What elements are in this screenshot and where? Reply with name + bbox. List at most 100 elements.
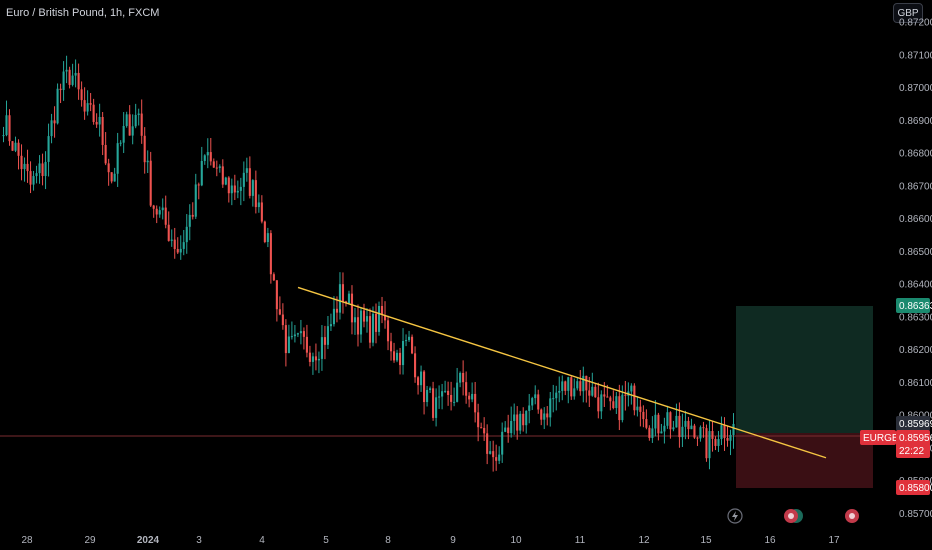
candle-body	[179, 248, 182, 253]
x-axis: 28 29 2024 3 4 5 8 9 10 11 12 15 16 17	[21, 535, 840, 546]
candle-body	[579, 381, 582, 392]
candle-body	[591, 386, 594, 396]
candle-body	[8, 115, 11, 142]
candle-body	[77, 72, 80, 90]
candle-body	[696, 437, 699, 439]
candle-body	[311, 356, 314, 362]
candle-body	[453, 401, 456, 403]
candle-body	[260, 202, 263, 222]
candle-body	[648, 427, 651, 439]
x-tick-label: 17	[828, 535, 840, 546]
candle-body	[720, 425, 723, 440]
y-tick-label: 0.86900	[899, 116, 932, 127]
candle-body	[230, 185, 233, 194]
candle-body	[615, 396, 618, 409]
candle-body	[504, 427, 507, 432]
lightning-icon[interactable]	[727, 508, 743, 524]
candle-body	[510, 420, 513, 434]
candle-body	[233, 185, 236, 193]
candle-body	[570, 377, 573, 397]
trendline[interactable]	[297, 286, 827, 459]
candle-body	[693, 425, 696, 438]
countdown-label: 22:22	[899, 446, 924, 457]
candle-body	[374, 313, 378, 332]
candle-body	[633, 385, 636, 411]
candle-body	[194, 184, 197, 217]
candle-body	[392, 351, 396, 361]
stop-loss-zone[interactable]	[736, 433, 873, 488]
candle-body	[561, 381, 564, 391]
candle-body	[630, 385, 633, 392]
symbol-label: EURGBP	[863, 433, 906, 444]
candle-body	[65, 69, 68, 72]
candle-body	[573, 388, 576, 397]
candle-body	[332, 308, 336, 325]
candle-body	[732, 423, 735, 435]
candle-body	[480, 427, 483, 429]
candle-body	[495, 457, 498, 461]
candle-body	[371, 313, 375, 343]
candle-body	[462, 372, 465, 383]
x-tick-label: 16	[764, 535, 776, 546]
candle-body	[684, 420, 687, 427]
currency-button[interactable]: GBP	[893, 3, 923, 23]
candle-body	[477, 412, 480, 428]
candle-body	[164, 207, 167, 225]
calendar-event-icon[interactable]	[845, 509, 859, 523]
candle-body	[359, 310, 363, 335]
current-price-tag: EURGBP 0.85956 22:22	[860, 430, 932, 458]
candle-body	[89, 103, 92, 105]
candle-body	[474, 393, 477, 413]
candle-body	[594, 386, 597, 398]
candle-body	[486, 433, 489, 454]
y-tick-label: 0.86400	[899, 280, 932, 291]
candle-body	[116, 143, 119, 174]
y-tick-label: 0.87200	[899, 18, 932, 29]
candle-body	[432, 388, 435, 418]
candle-body	[468, 395, 471, 400]
y-tick-label: 0.86600	[899, 214, 932, 225]
y-tick-label: 0.86300	[899, 312, 932, 323]
calendar-event-icon[interactable]	[784, 509, 803, 523]
stop-loss-label: 0.85800	[899, 483, 932, 494]
candle-body	[672, 427, 675, 430]
candle-body	[711, 431, 714, 439]
candle-body	[149, 160, 152, 206]
candle-body	[218, 166, 221, 168]
stop-loss-tag: 0.85800	[896, 480, 932, 495]
candles-layer	[2, 55, 735, 472]
candle-body	[266, 233, 269, 243]
candle-body	[191, 214, 194, 217]
candle-body	[714, 438, 717, 446]
candle-body	[444, 390, 447, 392]
candle-body	[212, 161, 215, 168]
candle-body	[41, 163, 44, 177]
candle-body	[74, 72, 77, 76]
candle-body	[257, 202, 260, 208]
candle-body	[663, 425, 666, 432]
x-tick-label: 15	[700, 535, 712, 546]
candle-body	[329, 324, 333, 327]
x-tick-label: 9	[450, 535, 456, 546]
candle-body	[239, 186, 242, 191]
candle-body	[465, 382, 468, 396]
candle-body	[275, 280, 278, 310]
candle-body	[317, 358, 320, 361]
candle-body	[236, 190, 239, 193]
take-profit-zone[interactable]	[736, 306, 873, 433]
candle-body	[618, 396, 621, 421]
candle-body	[624, 394, 627, 396]
y-tick-label: 0.85700	[899, 509, 932, 520]
x-tick-label: 29	[84, 535, 96, 546]
candle-body	[224, 177, 227, 185]
candle-body	[251, 180, 254, 196]
x-tick-label: 11	[575, 535, 586, 546]
candle-body	[708, 431, 711, 459]
candle-body	[654, 414, 657, 429]
candle-body	[170, 239, 173, 241]
candle-body	[287, 336, 290, 354]
candle-body	[209, 152, 212, 162]
candle-body	[338, 284, 342, 313]
candle-body	[245, 168, 248, 173]
